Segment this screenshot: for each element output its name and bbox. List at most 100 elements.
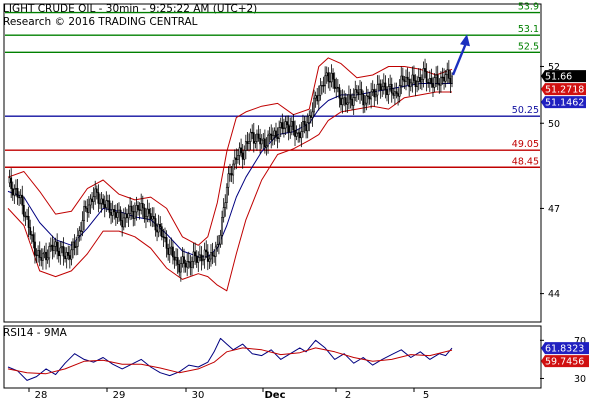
candle-body [305,124,308,132]
candle-body [252,132,255,144]
candle-body [433,77,436,88]
candle-body [43,251,46,255]
copyright: Research © 2016 TRADING CENTRAL [3,16,198,28]
candle-body [283,127,285,130]
candle-body [373,89,376,98]
time-tick-label: 2 [345,390,351,400]
candle-body [313,97,315,113]
candle-body [314,95,317,99]
candle-body [335,86,338,89]
candle-body [400,75,403,86]
candle-body [324,75,327,87]
levels-layer: 53.9 53.1 52.5 50.25 49.05 48.45 [5,2,540,168]
candle-body [183,256,185,264]
candle-body [355,89,358,93]
candle-body [302,121,304,132]
candle-body [417,77,420,82]
candle-body [444,74,447,82]
candle-body [116,212,119,218]
candle-body [276,136,279,139]
candle-body [309,115,312,118]
price-tick-label: 44 [548,289,560,300]
candle-body [382,82,385,88]
candle-body [332,72,334,80]
candle-body [132,211,135,219]
candle-body [65,252,68,260]
candle-body [26,215,28,218]
candle-body [133,211,136,219]
price-tick-label: 52 [548,62,560,73]
price-tag-label: 51.1462 [545,98,584,109]
candles [8,58,453,282]
level-label-53.9: 53.9 [518,2,539,13]
candle-body [37,250,40,256]
candle-body [357,92,360,96]
candle-body [10,177,13,189]
price-tag-box [541,70,586,83]
rsi-lines [7,337,453,381]
price-tag-box [541,96,586,109]
candle-body [168,247,171,255]
candle-body [159,224,162,228]
candle-body [325,72,328,77]
rsi-tag-box [541,342,589,355]
price-tag-label: 51.2718 [545,85,584,96]
candle-body [214,246,217,257]
candle-body [22,204,25,217]
candle-body [419,77,422,83]
candle-body [216,244,219,248]
candle-body [102,198,105,205]
candle-body [86,207,89,213]
candle-body [62,246,65,257]
candle-body [368,96,371,100]
candle-body [289,125,292,133]
candle-body [122,217,125,228]
candle-body [30,234,33,236]
candle-body [164,237,166,239]
candle-body [446,69,449,75]
candle-body [341,98,344,106]
candle-body [359,89,361,96]
candle-body [13,188,16,196]
candle-body [308,115,311,123]
candle-body [11,188,14,196]
bollinger-bands [7,57,453,292]
candle-body [208,258,211,262]
candle-body [297,132,300,134]
candle-body [95,188,98,193]
candle-body [367,95,369,97]
candle-body [344,97,347,105]
time-tick-label: 29 [113,390,126,400]
candle-body [70,249,73,260]
candle-body [292,121,295,131]
candle-body [89,198,92,206]
candle-body [67,252,70,256]
candle-body [319,85,322,96]
rsi-tag-59.7456: 59.7456 [541,355,589,368]
candle-body [240,147,243,154]
candle-body [94,188,97,198]
moving-average [7,83,452,258]
candle-body [137,205,139,211]
candle-body [295,132,298,137]
candle-body [300,131,303,139]
candle-body [398,85,401,97]
time-axis: 28 29 30 Dec 2 5 [28,388,429,400]
candle-body [165,237,168,249]
candle-body [176,257,179,265]
level-label-48.45: 48.45 [512,156,539,167]
candle-body [397,93,399,97]
candle-body [99,202,101,205]
candle-body [53,246,55,251]
candle-body [279,122,282,128]
candle-body [268,133,271,136]
candle-body [284,121,287,129]
candle-body [430,78,433,85]
candle-body [45,251,47,261]
candle-body [395,91,398,94]
candle-body [294,129,296,137]
candle-body [392,92,395,96]
candle-body [408,78,411,88]
candle-body [330,72,333,83]
